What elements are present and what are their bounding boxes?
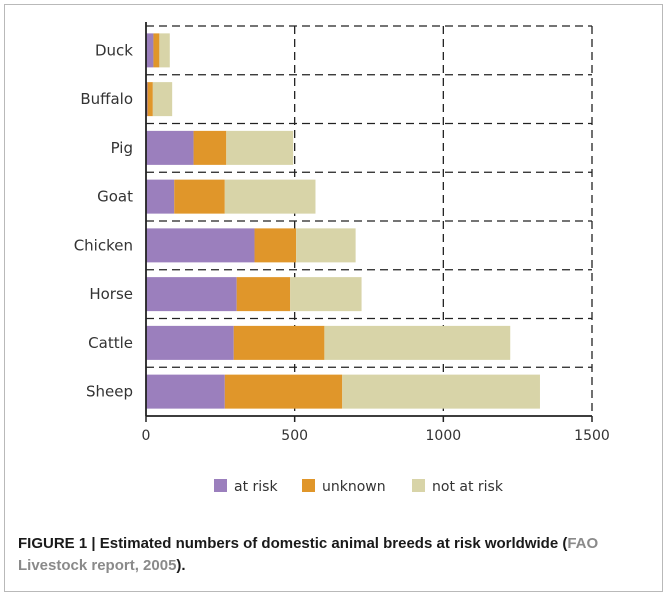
bar-sheep-unknown [224, 374, 343, 409]
bar-cattle-at-risk [146, 325, 234, 360]
caption-source-link[interactable]: FAO Livestock report, 2005 [18, 535, 599, 574]
bar-horse-unknown [236, 277, 291, 312]
bar-goat-unknown [174, 179, 225, 214]
bar-pig-at-risk [146, 130, 194, 165]
bars [146, 33, 540, 409]
legend-label-at-risk: at risk [234, 479, 278, 495]
caption-figure-label: FIGURE 1 | [18, 535, 100, 552]
category-labels: Duck Buffalo Pig Goat Chicken Horse Cattle Shee… [74, 41, 134, 400]
category-label: Goat [97, 188, 133, 206]
stacked-bar-chart: Duck Buffalo Pig Goat Chicken Horse Cattle Shee… [74, 22, 610, 495]
bar-pig-not-at-risk [226, 130, 294, 165]
bar-goat-at-risk [146, 179, 175, 214]
bar-buffalo-unknown [147, 82, 153, 117]
bar-horse-not-at-risk [290, 277, 362, 312]
category-label: Horse [89, 285, 133, 303]
category-label: Buffalo [80, 90, 133, 108]
legend-label-not-at-risk: not at risk [432, 479, 504, 495]
legend: at risk unknown not at risk [214, 479, 504, 495]
bar-chicken-unknown [254, 228, 297, 263]
x-axis: 0 500 1000 1500 [142, 22, 610, 444]
figure-caption: FIGURE 1 | Estimated numbers of domestic… [18, 533, 648, 577]
bar-horse-at-risk [146, 277, 237, 312]
legend-swatch-at-risk [214, 479, 227, 492]
bar-buffalo-not-at-risk [152, 82, 173, 117]
caption-text: Estimated numbers of domestic animal bre… [99, 535, 568, 552]
grid-lines [146, 25, 593, 416]
bar-duck-unknown [153, 33, 160, 68]
bar-chicken-not-at-risk [296, 228, 356, 263]
legend-label-unknown: unknown [322, 479, 386, 495]
category-label: Sheep [86, 383, 133, 401]
legend-swatch-unknown [302, 479, 315, 492]
x-tick-label: 1500 [574, 428, 610, 444]
category-label: Cattle [88, 334, 133, 352]
legend-swatch-not-at-risk [412, 479, 425, 492]
bar-sheep-not-at-risk [342, 374, 540, 409]
bar-duck-not-at-risk [159, 33, 170, 68]
bar-goat-not-at-risk [224, 179, 316, 214]
x-tick-label: 0 [142, 428, 151, 444]
bar-sheep-at-risk [146, 374, 225, 409]
x-tick-label: 500 [281, 428, 308, 444]
category-label: Duck [95, 41, 133, 59]
bar-duck-at-risk [146, 33, 154, 68]
x-tick-label: 1000 [426, 428, 462, 444]
bar-cattle-unknown [233, 325, 325, 360]
bar-cattle-not-at-risk [324, 325, 511, 360]
bar-chicken-at-risk [146, 228, 255, 263]
caption-end: ). [176, 557, 186, 574]
bar-pig-unknown [193, 130, 227, 165]
category-label: Chicken [74, 236, 133, 254]
category-label: Pig [111, 139, 133, 157]
